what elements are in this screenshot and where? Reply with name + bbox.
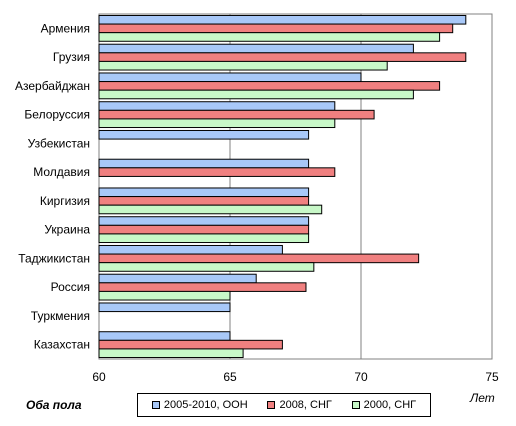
legend-item-cis-2008: 2008, СНГ xyxy=(267,399,332,411)
category-label: Молдавия xyxy=(33,165,90,179)
bar-2-3 xyxy=(98,118,336,129)
bar-2-7 xyxy=(98,233,310,244)
bar-1-2 xyxy=(98,81,441,91)
x-tick-label: 75 xyxy=(485,370,499,384)
chart-note: Оба пола xyxy=(26,398,82,412)
bar-0-0 xyxy=(98,14,467,25)
bar-2-8 xyxy=(98,262,315,272)
category-label: Украина xyxy=(44,223,90,237)
bar-1-1 xyxy=(98,52,467,62)
bar-0-1 xyxy=(98,43,414,54)
category-label: Туркмения xyxy=(31,309,90,323)
category-label: Узбекистан xyxy=(28,136,90,150)
category-label: Армения xyxy=(41,21,90,35)
legend-swatch-un xyxy=(151,401,160,409)
bar-1-5 xyxy=(98,167,336,177)
bar-2-9 xyxy=(98,290,231,301)
bar-0-8 xyxy=(98,244,283,255)
bar-0-5 xyxy=(98,158,310,169)
x-tick-label: 60 xyxy=(92,370,106,384)
legend-label-cis-2000: 2000, СНГ xyxy=(363,399,417,411)
bar-0-9 xyxy=(98,273,257,284)
bar-2-6 xyxy=(98,204,323,215)
x-axis-ticks: 60 65 70 75 xyxy=(92,370,499,384)
bar-1-6 xyxy=(98,196,310,206)
legend-swatch-cis-2008 xyxy=(267,401,276,409)
bar-1-8 xyxy=(98,253,420,264)
x-axis-label: Лет xyxy=(469,391,495,405)
bar-0-10 xyxy=(98,302,231,313)
category-label: Киргизия xyxy=(40,194,90,208)
legend: 2005-2010, ООН 2008, СНГ 2000, СНГ xyxy=(137,393,431,417)
bar-2-11 xyxy=(98,348,244,359)
category-label: Белоруссия xyxy=(24,108,90,122)
gridlines xyxy=(229,14,362,359)
bar-0-11 xyxy=(98,331,231,341)
legend-item-un: 2005-2010, ООН xyxy=(151,399,248,411)
category-labels: Армения Грузия Азербайджан Белоруссия Узбеки… xyxy=(15,21,90,351)
category-label: Таджикистан xyxy=(18,251,90,265)
bar-1-11 xyxy=(98,339,283,350)
bar-1-3 xyxy=(98,109,375,120)
bar-1-7 xyxy=(98,224,310,235)
bar-1-9 xyxy=(98,282,307,292)
category-label: Грузия xyxy=(53,50,90,64)
legend-label-un: 2005-2010, ООН xyxy=(163,399,248,411)
bar-2-1 xyxy=(98,60,388,71)
legend-item-cis-2000: 2000, СНГ xyxy=(351,399,417,411)
bars xyxy=(98,14,467,359)
bar-0-6 xyxy=(98,187,310,198)
bar-0-7 xyxy=(98,216,310,226)
bar-1-0 xyxy=(98,23,454,34)
category-label: Казахстан xyxy=(34,338,90,352)
bar-0-3 xyxy=(98,101,336,111)
category-label: Азербайджан xyxy=(15,79,90,93)
legend-swatch-cis-2000 xyxy=(351,401,360,409)
category-label: Россия xyxy=(51,280,90,294)
bar-0-2 xyxy=(98,72,362,83)
legend-label-cis-2008: 2008, СНГ xyxy=(279,399,332,411)
x-tick-label: 65 xyxy=(223,370,237,384)
bar-0-4 xyxy=(98,129,310,140)
plot-area xyxy=(98,13,493,360)
bar-2-2 xyxy=(98,89,414,100)
bar-2-0 xyxy=(98,32,441,42)
x-tick-label: 70 xyxy=(354,370,368,384)
